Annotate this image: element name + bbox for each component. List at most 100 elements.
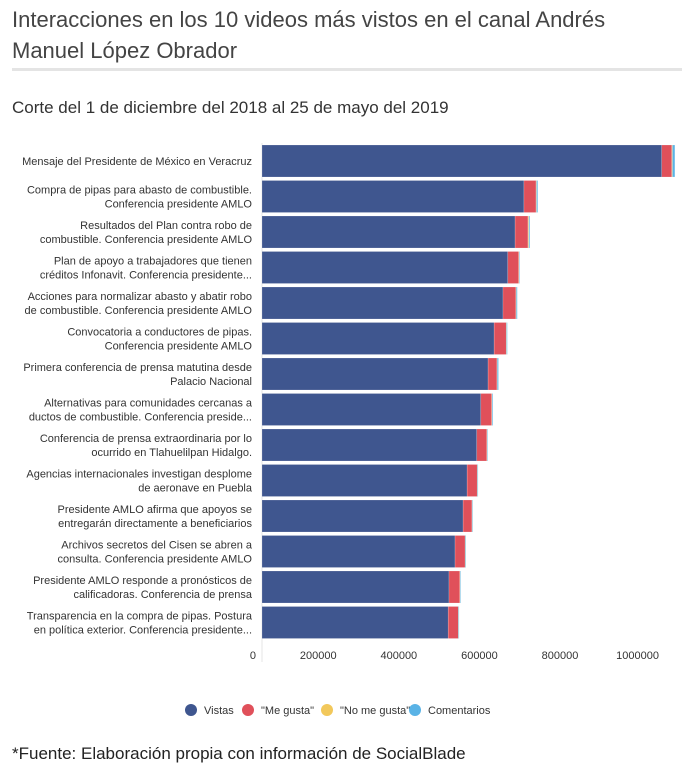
legend-label: "No me gusta" <box>340 705 410 717</box>
bar-comentarios <box>518 251 521 284</box>
category-label-line: Primera conferencia de prensa matutina d… <box>23 362 252 374</box>
category-label-line: Convocatoria a conductores de pipas. <box>67 327 252 339</box>
bar-comentarios <box>672 144 676 178</box>
bar-vistas <box>261 286 504 320</box>
legend-swatch-icon <box>185 704 197 716</box>
category-label-line: Agencias internacionales investigan desp… <box>26 469 252 481</box>
bar-vistas <box>261 251 509 284</box>
category-label-line: Conferencia de prensa extraordinaria por… <box>40 433 252 445</box>
category-label-line: Palacio Nacional <box>170 376 252 388</box>
x-tick-label: 400000 <box>380 650 417 662</box>
bar-me-gusta <box>462 499 473 533</box>
category-label-line: Compra de pipas para abasto de combustib… <box>27 185 252 197</box>
legend-label: Vistas <box>204 705 234 717</box>
bar-comentarios <box>536 180 538 213</box>
category-label-line: ocurrido en Tlahuelilpan Hidalgo. <box>91 447 252 459</box>
bar-vistas <box>261 464 468 497</box>
category-label-line: Transparencia en la compra de pipas. Pos… <box>27 611 253 623</box>
category-label-line: Conferencia presidente AMLO <box>105 199 253 211</box>
category-label-line: consulta. Conferencia presidente AMLO <box>58 554 253 566</box>
category-label: Transparencia en la compra de pipas. Pos… <box>27 611 253 637</box>
category-label-line: Presidente AMLO responde a pronósticos d… <box>33 575 252 587</box>
bar-comentarios <box>486 428 489 462</box>
bar-comentarios <box>506 322 508 355</box>
category-label-line: combustible. Conferencia presidente AMLO <box>40 234 253 246</box>
source-footnote: *Fuente: Elaboración propia con informac… <box>12 744 466 763</box>
category-label-line: calificadoras. Conferencia de prensa <box>73 589 252 601</box>
bar-vistas <box>261 535 456 568</box>
category-label-line: Acciones para normalizar abasto y abatir… <box>28 291 252 303</box>
bar-me-gusta <box>502 286 517 320</box>
bar-comentarios <box>459 570 461 604</box>
category-label: Presidente AMLO afirma que apoyos se entr… <box>58 504 253 530</box>
category-label-line: créditos Infonavit. Conferencia presiden… <box>40 270 252 282</box>
bar-me-gusta <box>448 570 461 604</box>
bar-comentarios <box>458 606 460 639</box>
legend-swatch-icon <box>409 704 421 716</box>
category-label-line: Resultados del Plan contra robo de <box>80 220 252 232</box>
category-label-line: Alternativas para comunidades cercanas a <box>44 398 253 410</box>
bar-vistas <box>261 144 663 178</box>
bar-comentarios <box>528 215 531 249</box>
category-label-line: Plan de apoyo a trabajadores que tienen <box>54 256 252 268</box>
category-label-line: de aeronave en Puebla <box>138 483 253 495</box>
bar-comentarios <box>477 464 479 497</box>
bar-me-gusta <box>454 535 466 568</box>
title-divider <box>12 68 682 71</box>
bar-vistas <box>261 393 482 426</box>
bar-vistas <box>261 322 495 355</box>
bar-vistas <box>261 606 449 639</box>
bar-vistas <box>261 428 478 462</box>
category-label: Archivos secretos del Cisen se abren a co… <box>58 540 253 566</box>
x-tick-label: 0 <box>250 650 256 662</box>
legend-label: "Me gusta" <box>261 705 314 717</box>
bar-vistas <box>261 499 464 533</box>
category-label: Acciones para normalizar abasto y abatir… <box>25 291 253 317</box>
bar-me-gusta <box>487 357 498 391</box>
category-label: Conferencia de prensa extraordinaria por… <box>40 433 252 459</box>
bar-comentarios <box>497 357 499 391</box>
bar-me-gusta <box>466 464 478 497</box>
category-label: Resultados del Plan contra robo de combus… <box>40 220 253 246</box>
bar-vistas <box>261 357 489 391</box>
category-label-line: Presidente AMLO afirma que apoyos se <box>58 504 252 516</box>
bar-me-gusta <box>480 393 492 426</box>
category-label-line: Mensaje del Presidente de México en Vera… <box>22 156 252 168</box>
category-label: Primera conferencia de prensa matutina d… <box>23 362 252 388</box>
bar-me-gusta <box>514 215 529 249</box>
bar-comentarios <box>471 499 474 533</box>
category-label: Presidente AMLO responde a pronósticos d… <box>33 575 253 601</box>
category-label: Agencias internacionales investigan desp… <box>26 469 253 495</box>
chart-subtitle: Corte del 1 de diciembre del 2018 al 25 … <box>12 98 449 117</box>
category-label: Convocatoria a conductores de pipas. Conf… <box>67 327 252 353</box>
bar-me-gusta <box>661 144 673 178</box>
bar-me-gusta <box>507 251 519 284</box>
chart-title: Interacciones en los 10 videos más visto… <box>12 7 606 63</box>
bar-me-gusta <box>447 606 459 639</box>
category-label-line: Conferencia presidente AMLO <box>105 341 253 353</box>
legend-label: Comentarios <box>428 705 491 717</box>
x-tick-label: 200000 <box>300 650 337 662</box>
bar-me-gusta <box>493 322 507 355</box>
x-tick-label: 1000000 <box>616 650 659 662</box>
category-label: Alternativas para comunidades cercanas a… <box>29 398 253 424</box>
category-label-line: Archivos secretos del Cisen se abren a <box>61 540 253 552</box>
bar-me-gusta <box>476 428 488 462</box>
category-label: Mensaje del Presidente de México en Vera… <box>22 156 252 168</box>
category-label-line: entregarán directamente a beneficiarios <box>58 518 252 530</box>
bar-me-gusta <box>523 180 537 213</box>
bar-comentarios <box>516 286 518 320</box>
category-label: Plan de apoyo a trabajadores que tienen c… <box>40 256 252 282</box>
bar-vistas <box>261 570 450 604</box>
bar-vistas <box>261 180 525 213</box>
legend-swatch-icon <box>242 704 254 716</box>
bar-vistas <box>261 215 516 249</box>
bar-comentarios <box>491 393 494 426</box>
x-tick-label: 600000 <box>461 650 498 662</box>
x-tick-label: 800000 <box>542 650 579 662</box>
category-label: Compra de pipas para abasto de combustib… <box>27 185 252 211</box>
category-label-line: ductos de combustible. Conferencia presi… <box>29 412 252 424</box>
category-label-line: de combustible. Conferencia presidente A… <box>25 305 253 317</box>
